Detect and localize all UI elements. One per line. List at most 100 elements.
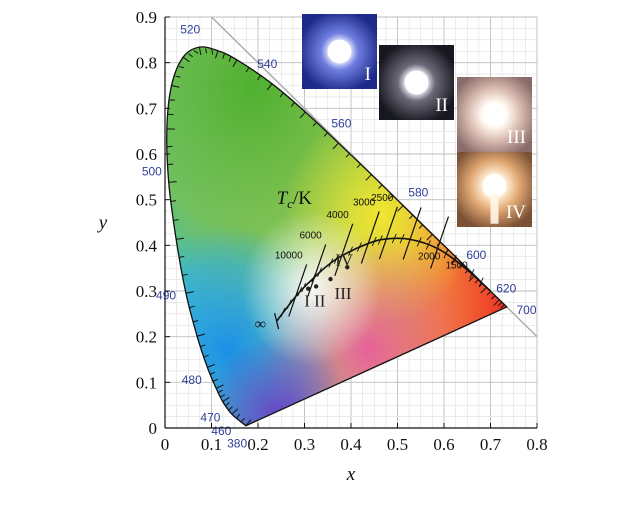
locus-tick — [332, 142, 339, 150]
y-tick-label: 0.7 — [136, 99, 158, 118]
spectral-locus — [166, 46, 508, 427]
isotherm-label: 2500 — [371, 193, 394, 204]
x-tick-label: 0.5 — [387, 435, 408, 454]
spectral-locus-ticks — [166, 47, 505, 427]
lamp-photo-label: I — [365, 64, 371, 85]
tc-label: Tc/K — [277, 188, 313, 211]
locus-tick — [182, 273, 188, 276]
locus-tick — [228, 406, 233, 411]
wavelength-label: 540 — [257, 57, 277, 71]
locus-tick — [205, 48, 208, 54]
planck-minor-tick — [371, 236, 377, 247]
y-tick-labels: 0 0.1 0.2 0.3 0.4 0.5 0.6 0.7 0.8 0.9 — [136, 8, 170, 438]
planck-minor-tick — [286, 299, 292, 309]
locus-tick — [245, 67, 250, 73]
locus-tick — [266, 83, 273, 91]
planck-minor-tick — [356, 242, 362, 252]
x-axis-title: x — [346, 464, 356, 485]
isotherm-label: ∞ — [255, 316, 266, 333]
wavelength-label: 560 — [331, 116, 351, 130]
locus-tick — [179, 255, 185, 258]
tc-label-sub: c — [287, 196, 293, 211]
locus-tick — [222, 396, 230, 402]
locus-tick — [231, 408, 239, 415]
lamp-photo-glow — [327, 39, 352, 64]
locus-tick — [213, 378, 218, 382]
locus-tick — [500, 304, 505, 309]
isotherm-line — [360, 211, 380, 264]
y-tick-label: 0.5 — [136, 191, 157, 210]
planck-minor-tick — [399, 234, 405, 244]
locus-tick — [175, 75, 181, 78]
wavelength-label: 500 — [142, 165, 162, 179]
lamp-photo-label: IV — [506, 202, 526, 223]
planck-minor-tick — [443, 249, 449, 259]
locus-tick — [228, 56, 232, 62]
tc-label-main: T — [277, 188, 289, 209]
x-tick-label: 0.2 — [247, 435, 268, 454]
x-tick-label: 0.8 — [526, 435, 547, 454]
isotherm-line — [334, 223, 354, 277]
planck-minor-tick — [377, 235, 383, 245]
locus-tick — [232, 59, 238, 68]
locus-tick — [257, 75, 261, 81]
locus-tick — [171, 200, 177, 202]
x-tick-label: 0.6 — [433, 435, 454, 454]
x-tick-label: 0.3 — [294, 435, 315, 454]
lamp-photo-glow — [404, 70, 429, 95]
locus-tick — [203, 354, 209, 358]
locus-tick — [193, 50, 199, 54]
locus-tick — [198, 47, 202, 56]
x-tick-label: 0.1 — [201, 435, 222, 454]
y-axis-title: y — [97, 213, 108, 234]
locus-tick — [220, 394, 226, 398]
x-tick-labels: 0 0.1 0.2 0.3 0.4 0.5 0.6 0.7 0.8 — [161, 423, 548, 454]
lamp-photo-glow — [482, 173, 507, 198]
locus-tick — [210, 371, 216, 375]
locus-tick — [378, 184, 383, 189]
locus-tick — [240, 417, 245, 423]
isotherm-line — [402, 207, 422, 260]
isotherm-infinity-cap — [273, 312, 280, 330]
wavelength-label: 580 — [408, 186, 428, 200]
planck-minor-tick — [301, 282, 307, 293]
data-point — [313, 284, 319, 289]
locus-tick — [211, 49, 214, 55]
x-tick-label: 0.7 — [480, 435, 502, 454]
data-point — [328, 276, 333, 282]
wavelength-label: 380 — [227, 437, 247, 451]
isotherm-label: 3000 — [353, 198, 376, 209]
planck-minor-tick — [328, 258, 334, 268]
tc-label-rest: /K — [293, 188, 312, 209]
x-tick-label: 0 — [161, 435, 170, 454]
locus-tick — [245, 419, 252, 427]
data-point-label: II — [314, 291, 326, 310]
planck-minor-tick — [451, 254, 457, 265]
locus-tick — [236, 413, 241, 419]
locus-tick — [426, 234, 433, 241]
locus-tick — [491, 295, 496, 300]
y-tick-label: 0.8 — [136, 54, 157, 73]
wavelength-label: 600 — [466, 248, 486, 262]
locus-tick — [279, 92, 284, 98]
isotherm-label: 10000 — [275, 250, 303, 261]
data-point-label: I — [304, 292, 310, 311]
locus-tick — [207, 364, 215, 368]
planck-minor-tick — [317, 267, 322, 277]
locus-tick — [200, 344, 206, 348]
lamp-photo-stem — [490, 193, 499, 224]
isotherm-line — [288, 264, 308, 317]
locus-tick — [185, 291, 194, 294]
y-tick-label: 0.1 — [136, 373, 157, 392]
planck-minor-tick — [333, 254, 339, 264]
planck-minor-tick — [311, 273, 317, 283]
planck-minor-tick — [478, 277, 484, 287]
isotherm-label: 2000 — [418, 251, 441, 262]
isotherm-label: 4000 — [326, 210, 349, 221]
locus-tick — [176, 237, 185, 240]
wavelength-label: 700 — [517, 303, 537, 317]
y-tick-label: 0 — [149, 419, 158, 438]
